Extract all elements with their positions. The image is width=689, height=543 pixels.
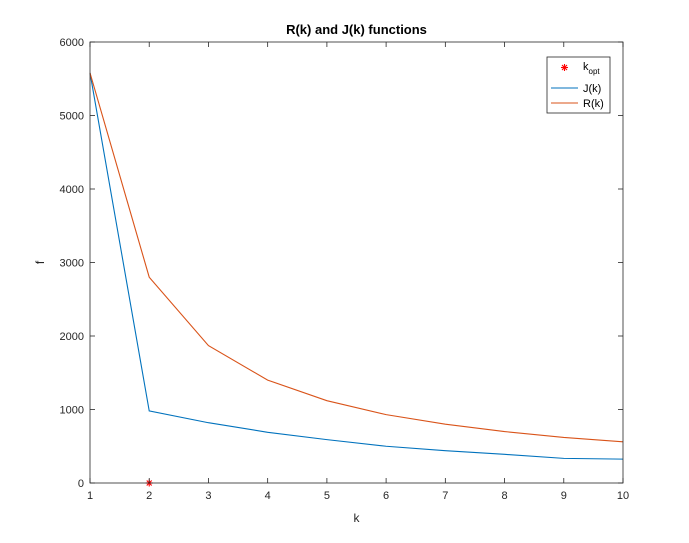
x-tick-label: 4 [265, 490, 271, 502]
legend-asterisk-icon [561, 64, 568, 71]
y-axis-label: f [33, 260, 47, 264]
y-tick-label: 4000 [60, 184, 84, 196]
legend-box [546, 56, 611, 114]
series-layer [89, 72, 624, 460]
y-tick-label: 0 [78, 478, 84, 490]
x-tick-label: 5 [324, 490, 330, 502]
legend-label-rk: R(k) [583, 98, 604, 110]
x-tick-label: 1 [87, 490, 93, 502]
series-line-rk [89, 72, 624, 443]
y-tick-label: 5000 [60, 111, 84, 123]
legend-entry-rk: R(k) [551, 98, 604, 110]
y-tick-label: 2000 [60, 331, 84, 343]
y-tick-label: 3000 [60, 258, 84, 270]
legend-entry-jk: J(k) [551, 83, 601, 95]
chart-title: R(k) and J(k) functions [286, 22, 427, 37]
plot-area [90, 42, 623, 483]
legend-label-kopt-subscript: opt [589, 67, 601, 76]
y-tick-label: 1000 [60, 405, 84, 417]
x-tick-label: 3 [205, 490, 211, 502]
legend-label-kopt-base: k [583, 61, 589, 73]
legend-label-kopt: kopt [583, 61, 600, 76]
x-tick-label: 6 [383, 490, 389, 502]
legend-asterisk [561, 64, 568, 71]
x-tick-label: 2 [146, 490, 152, 502]
x-tick-label: 10 [617, 490, 629, 502]
x-axis-label: k [354, 511, 361, 525]
legend: kopt J(k) R(k) [546, 56, 611, 114]
y-tick-label: 6000 [60, 37, 84, 49]
y-axis-ticks: 0 1000 2000 3000 4000 5000 6000 [60, 37, 623, 490]
x-tick-label: 7 [442, 490, 448, 502]
series-line-jk [89, 72, 624, 460]
asterisk-stroke [561, 64, 568, 71]
x-axis-ticks: 1 2 3 4 5 6 7 8 9 10 [87, 42, 629, 502]
legend-entry-kopt: kopt [561, 61, 600, 76]
legend-label-jk: J(k) [583, 83, 601, 95]
x-tick-label: 9 [561, 490, 567, 502]
x-tick-label: 8 [501, 490, 507, 502]
